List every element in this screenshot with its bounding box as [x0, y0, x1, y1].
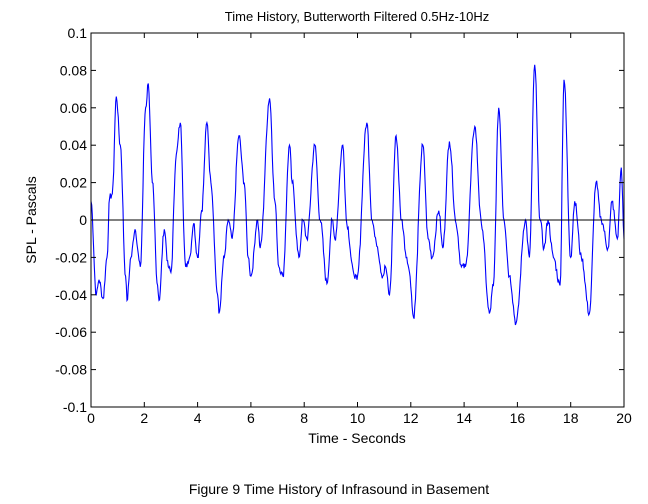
series-layer [90, 64, 625, 326]
spl-series-line [90, 64, 625, 326]
y-tick-label: -0.06 [55, 324, 87, 340]
x-tick-label: 20 [616, 410, 632, 426]
y-tick-label: 0.08 [60, 62, 87, 78]
x-tick-label: 6 [247, 410, 255, 426]
y-tick-label: -0.02 [55, 249, 87, 265]
y-tick-label: -0.04 [55, 287, 87, 303]
x-tick-label: 16 [510, 410, 526, 426]
x-tick-label: 4 [194, 410, 202, 426]
axis-ticks: 0 2 4 6 8 10 12 14 16 18 200.10.080.060.040.020-0.… [55, 25, 632, 426]
x-tick-label: 8 [300, 410, 308, 426]
figure-caption: Figure 9 Time History of Infrasound in B… [189, 481, 489, 497]
y-tick-label: -0.1 [63, 399, 87, 415]
x-tick-label: 10 [350, 410, 366, 426]
y-axis-label: SPL - Pascals [23, 176, 39, 263]
y-tick-label: 0 [79, 212, 87, 228]
y-tick-label: 0.1 [68, 25, 88, 41]
x-tick-label: 0 [87, 410, 95, 426]
y-tick-label: 0.04 [60, 137, 87, 153]
x-tick-label: 2 [140, 410, 148, 426]
x-tick-label: 18 [563, 410, 579, 426]
y-tick-label: 0.06 [60, 100, 87, 116]
x-tick-label: 14 [456, 410, 472, 426]
chart-title: Time History, Butterworth Filtered 0.5Hz… [225, 9, 489, 24]
x-axis-label: Time - Seconds [308, 430, 406, 446]
y-tick-label: -0.08 [55, 362, 87, 378]
x-tick-label: 12 [403, 410, 419, 426]
y-tick-label: 0.02 [60, 175, 87, 191]
